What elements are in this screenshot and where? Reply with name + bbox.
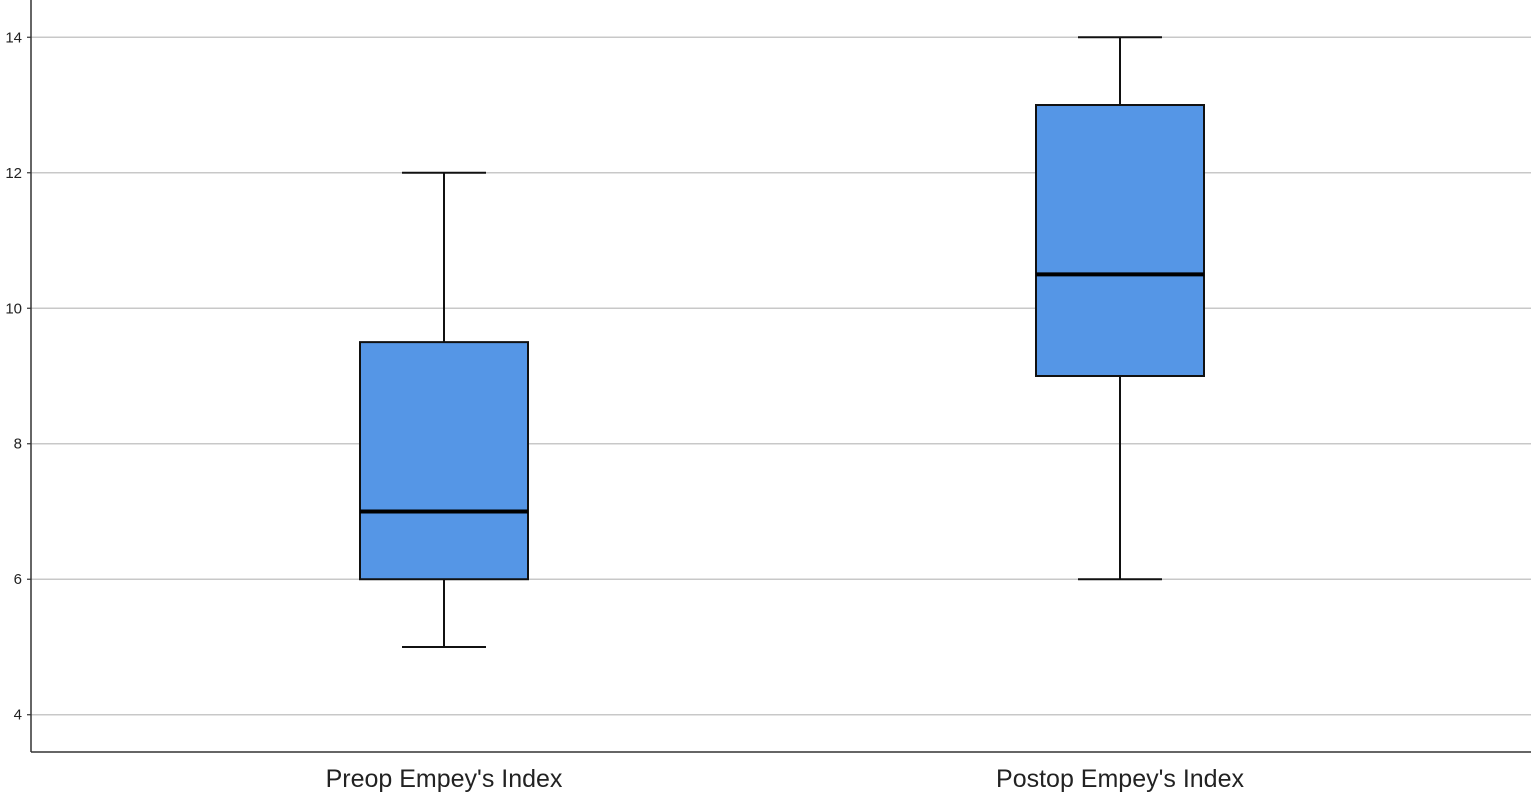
iqr-box bbox=[359, 341, 529, 581]
y-tick-labels: 4 6 8 10 12 14 bbox=[5, 29, 31, 724]
axes bbox=[30, 0, 1531, 753]
x-category-labels: Preop Empey's Index Postop Empey's Index bbox=[326, 765, 1245, 793]
y-tick-label: 6 bbox=[14, 571, 22, 588]
x-category-label: Postop Empey's Index bbox=[996, 765, 1244, 793]
y-tick-label: 12 bbox=[5, 165, 22, 182]
y-tick-label: 4 bbox=[14, 707, 22, 724]
y-tick-label: 14 bbox=[5, 29, 22, 46]
box-1 bbox=[359, 171, 529, 648]
gridlines bbox=[31, 36, 1531, 716]
y-tick-label: 8 bbox=[14, 436, 22, 453]
box-group bbox=[359, 36, 1205, 648]
iqr-box bbox=[1035, 104, 1205, 378]
y-tick-label: 10 bbox=[5, 300, 22, 317]
box-2 bbox=[1035, 36, 1205, 581]
x-category-label: Preop Empey's Index bbox=[326, 765, 563, 793]
